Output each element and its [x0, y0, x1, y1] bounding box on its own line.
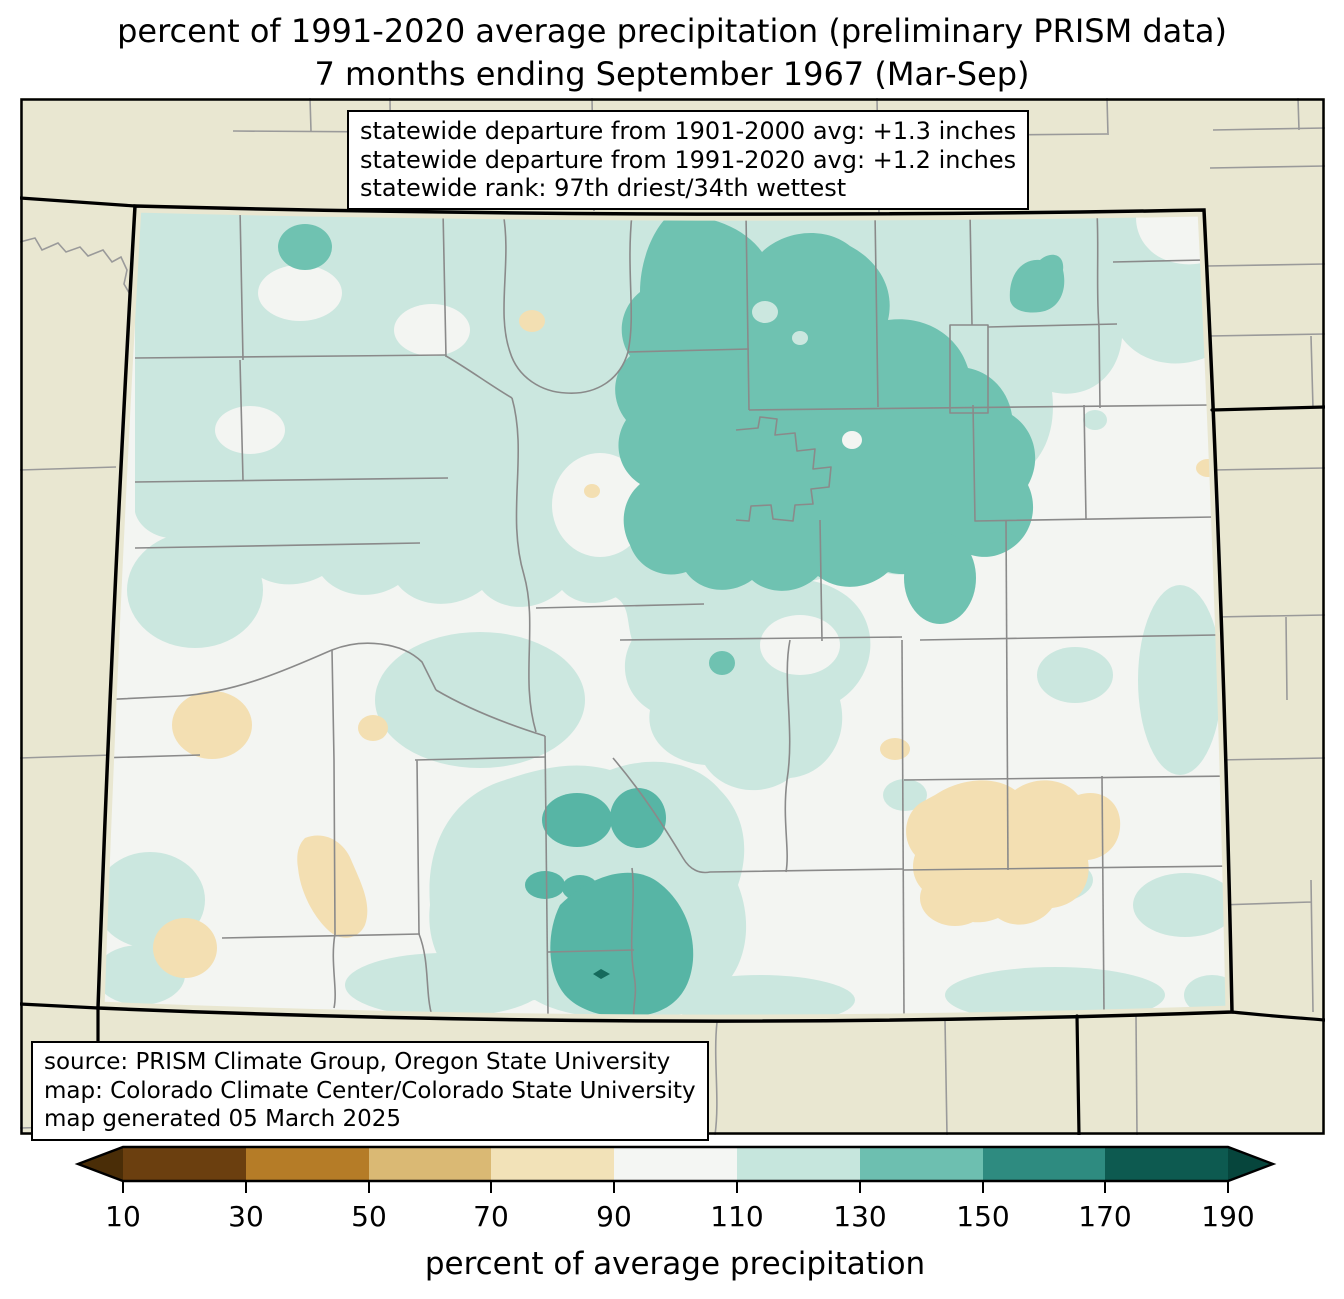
precip-above-130-regions — [278, 214, 1065, 675]
stats-line-3: statewide rank: 97th driest/34th wettest — [360, 174, 847, 202]
source-line-2: map: Colorado Climate Center/Colorado St… — [44, 1077, 696, 1104]
tick-label: 170 — [1078, 1200, 1131, 1233]
tick-label: 110 — [710, 1200, 763, 1233]
precip-mass-holes — [752, 301, 1107, 430]
colorado-interior — [98, 206, 1232, 1022]
tick-label: 70 — [473, 1200, 509, 1233]
colorado-precipitation-map — [20, 98, 1325, 1135]
tick-label: 50 — [351, 1200, 387, 1233]
precip-above-170-spot — [593, 969, 610, 979]
precip-south-teal-mass — [525, 788, 694, 1018]
colorbar-canvas: 10 30 50 70 90 110 130 150 170 190 perce… — [74, 1145, 1277, 1282]
colorbar-segment — [246, 1147, 369, 1181]
tick-label: 150 — [956, 1200, 1009, 1233]
stats-line-1: statewide departure from 1901-2000 avg: … — [360, 117, 1017, 145]
tick-label: 130 — [833, 1200, 886, 1233]
tick-label: 90 — [596, 1200, 632, 1233]
colorbar-arrow-low — [78, 1147, 123, 1181]
precip-normal-holes — [215, 210, 1206, 675]
colorbar-segment — [983, 1147, 1105, 1181]
colorbar-segment — [491, 1147, 614, 1181]
precip-mass-white-hole — [842, 431, 862, 449]
source-line-3: map generated 05 March 2025 — [44, 1106, 402, 1132]
colorbar-segment — [614, 1147, 737, 1181]
neighbor-state-borders — [20, 196, 1325, 1135]
tick-label: 190 — [1201, 1200, 1254, 1233]
map-title-line2: 7 months ending September 1967 (Mar-Sep) — [314, 55, 1030, 93]
colorbar-ticks — [122, 1181, 1229, 1193]
stats-line-2: statewide departure from 1991-2020 avg: … — [360, 145, 1017, 174]
tick-label: 30 — [228, 1200, 264, 1233]
map-title-line1: percent of 1991-2020 average precipitati… — [117, 12, 1227, 50]
statewide-stats-box: statewide departure from 1901-2000 avg: … — [347, 110, 1030, 210]
colorbar-segment — [369, 1147, 491, 1181]
colorbar-arrow-high — [1228, 1147, 1273, 1181]
colorbar-segment — [1105, 1147, 1228, 1181]
precip-below-90-regions — [153, 310, 1220, 978]
colorbar-segment — [860, 1147, 983, 1181]
colorado-state-border — [96, 204, 1234, 1023]
colorbar-segments — [78, 1147, 1273, 1181]
county-lines — [98, 208, 1232, 1019]
tick-label: 10 — [105, 1200, 141, 1233]
colorbar-legend: 10 30 50 70 90 110 130 150 170 190 perce… — [0, 1140, 1344, 1299]
map-canvas — [20, 98, 1325, 1135]
source-attribution-box: source: PRISM Climate Group, Oregon Stat… — [31, 1041, 709, 1141]
colorbar-axis-label: percent of average precipitation — [425, 1246, 925, 1282]
source-line-1: source: PRISM Climate Group, Oregon Stat… — [44, 1049, 671, 1075]
colorbar-segment — [737, 1147, 860, 1181]
colorbar-segment — [123, 1147, 246, 1181]
colorbar-tick-labels: 10 30 50 70 90 110 130 150 170 190 — [105, 1200, 1255, 1233]
